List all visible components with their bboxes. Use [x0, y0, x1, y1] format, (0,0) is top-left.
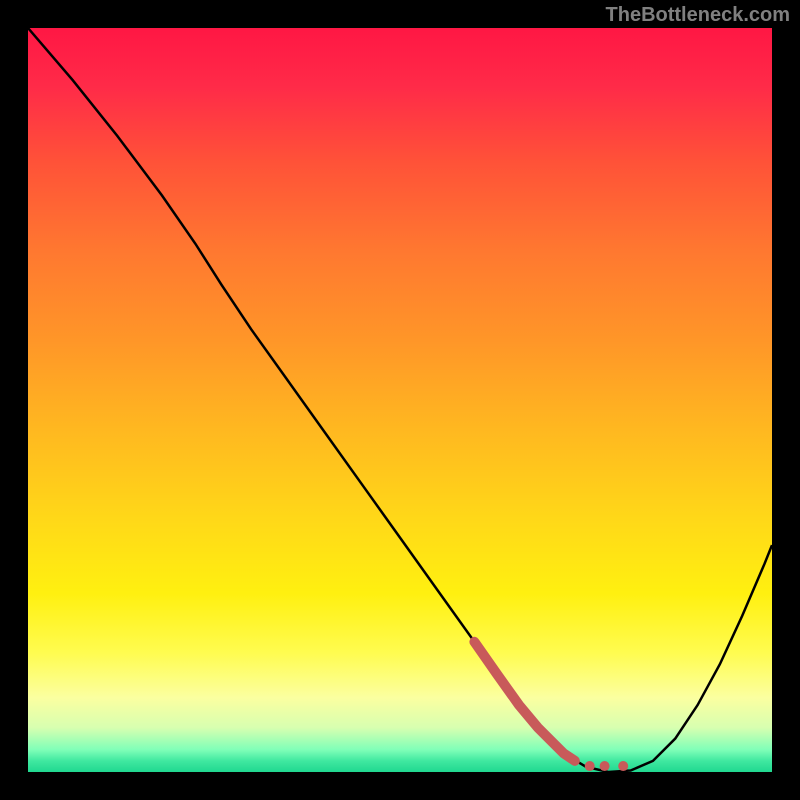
curve-overlay: [28, 28, 772, 772]
watermark-text: TheBottleneck.com: [606, 4, 790, 27]
main-curve: [28, 28, 772, 772]
red-marker: [474, 642, 628, 771]
chart-area: [28, 28, 772, 772]
